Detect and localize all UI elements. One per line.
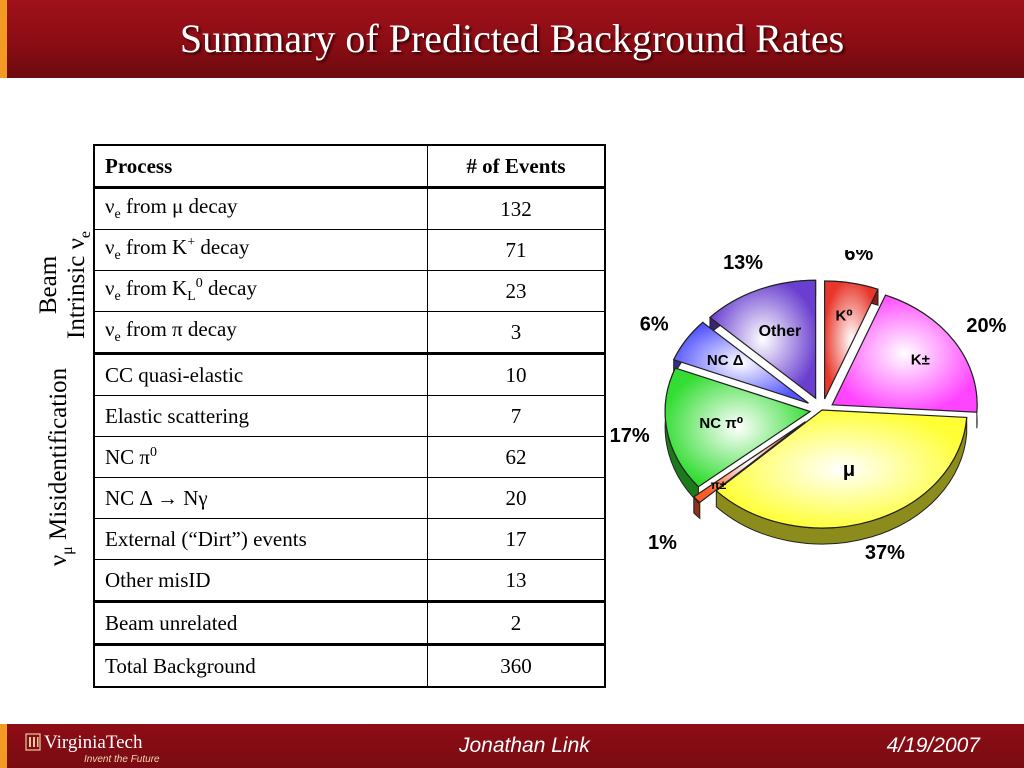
pie-percent-label: 20% (966, 315, 1006, 337)
table-row: Other misID 13 (93, 559, 606, 602)
pie-slice-label: NC π⁰ (699, 415, 743, 432)
table-row: CC quasi-elastic 10 (93, 352, 606, 396)
events-cell: 17 (427, 518, 606, 560)
pie-percent-label: 6% (640, 313, 669, 335)
beam-label-sub: e (77, 231, 94, 239)
pie-slice (664, 367, 812, 488)
misidentification-label: νμ Misidentification (45, 347, 79, 587)
events-cell: 360 (427, 643, 606, 688)
logo-tagline: Invent the Future (84, 754, 160, 764)
events-cell: 132 (427, 187, 606, 230)
events-cell: 13 (427, 559, 606, 602)
pie-percent-label: 6% (844, 250, 873, 265)
process-cell: νe from K+ decay (93, 229, 428, 271)
col-header-process: Process (93, 144, 428, 189)
pie-percent-label: 37% (865, 542, 905, 564)
events-cell: 10 (427, 352, 606, 396)
logo-wordmark: VirginiaTech (44, 732, 143, 753)
pie-slice-label: π± (711, 478, 727, 492)
events-cell: 62 (427, 436, 606, 478)
pie-slice (715, 409, 968, 529)
process-cell: Beam unrelated (93, 600, 428, 645)
background-pie-chart: K⁰ K± μ π± NC π⁰ NC Δ Other 6% 20% 37% 1% 17% 6% 13% (610, 250, 1007, 564)
misid-text: Misidentification (45, 367, 72, 547)
events-cell: 3 (427, 311, 606, 354)
process-cell: Elastic scattering (93, 395, 428, 437)
pie-slice (824, 280, 879, 400)
pie-percent-label: 1% (648, 532, 677, 554)
table-row: Beam unrelated 2 (93, 600, 606, 645)
footer-bar: VirginiaTech Invent the Future Jonathan … (0, 724, 1024, 768)
presentation-date: 4/19/2007 (886, 734, 980, 757)
pie-slice-label: K⁰ (835, 308, 852, 325)
table-row: NC Δ → Nγ 20 (93, 477, 606, 519)
pie-slice (831, 294, 978, 413)
table-row: External (“Dirt”) events 17 (93, 518, 606, 560)
beam-label-line2: Intrinsic ν (63, 238, 90, 339)
process-cell: Other misID (93, 559, 428, 602)
pie-slice-label: K± (911, 351, 930, 368)
pie-slice-label: μ (843, 459, 855, 481)
pie-slice (672, 321, 809, 404)
beam-label-line1: Beam (35, 255, 62, 315)
beam-intrinsic-label: Beam Intrinsic νe (35, 210, 95, 360)
footer-accent-stripe (0, 724, 7, 768)
events-cell: 2 (427, 600, 606, 645)
table-row-total: Total Background 360 (93, 643, 606, 688)
table-header-row: Process # of Events (93, 144, 606, 189)
process-cell: NC π0 (93, 436, 428, 478)
process-cell: NC Δ → Nγ (93, 477, 428, 519)
events-cell: 20 (427, 477, 606, 519)
title-bar: Summary of Predicted Background Rates (0, 0, 1024, 78)
pie-slice (708, 279, 817, 400)
pie-slice-label: Other (759, 323, 802, 340)
col-header-events: # of Events (427, 144, 606, 189)
misid-sub: μ (59, 546, 76, 555)
process-cell: νe from KL0 decay (93, 270, 428, 312)
table-row: νe from μ decay 132 (93, 187, 606, 230)
slide-title: Summary of Predicted Background Rates (179, 16, 845, 61)
pie-slice (692, 421, 806, 504)
pie-percent-label: 13% (723, 252, 763, 274)
background-rates-table: Process # of Events νe from μ decay 132 … (93, 144, 606, 688)
process-cell: νe from π decay (93, 311, 428, 354)
table-row: νe from KL0 decay 23 (93, 270, 606, 312)
process-cell: νe from μ decay (93, 187, 428, 230)
table-row: νe from K+ decay 71 (93, 229, 606, 271)
table-row: νe from π decay 3 (93, 311, 606, 354)
virginia-tech-logo: VirginiaTech Invent the Future (25, 732, 160, 764)
process-cell: Total Background (93, 643, 428, 688)
events-cell: 7 (427, 395, 606, 437)
pie-percent-label: 17% (610, 425, 650, 447)
table-row: NC π0 62 (93, 436, 606, 478)
misid-nu: ν (45, 554, 72, 567)
events-cell: 71 (427, 229, 606, 271)
presenter-name: Jonathan Link (459, 734, 590, 757)
process-cell: CC quasi-elastic (93, 352, 428, 396)
table-row: Elastic scattering 7 (93, 395, 606, 437)
events-cell: 23 (427, 270, 606, 312)
process-cell: External (“Dirt”) events (93, 518, 428, 560)
pie-slice-label: NC Δ (707, 352, 744, 369)
title-accent-stripe (0, 0, 7, 78)
